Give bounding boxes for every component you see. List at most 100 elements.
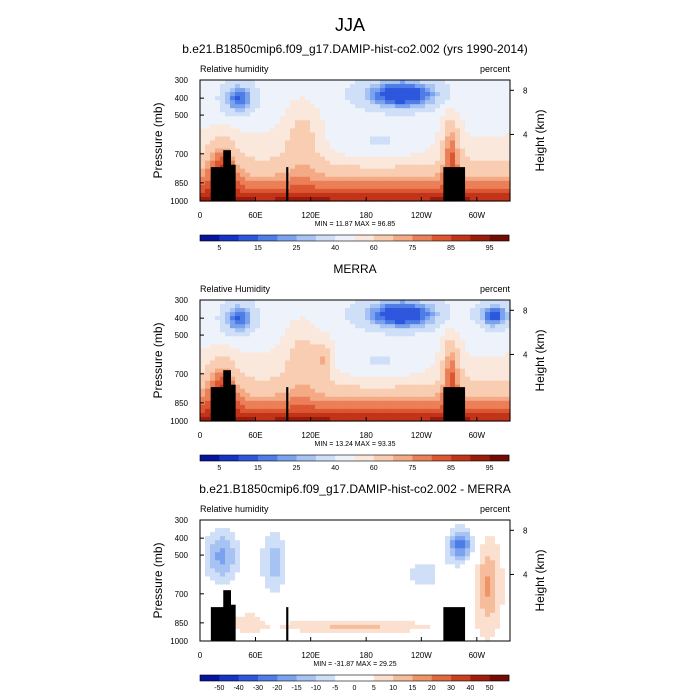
field-cell xyxy=(495,352,501,358)
field-cell xyxy=(235,184,241,190)
field-cell xyxy=(215,528,221,533)
field-cell xyxy=(300,108,306,113)
field-cell xyxy=(495,312,501,317)
field-cell xyxy=(225,572,231,578)
field-cell xyxy=(310,316,316,321)
field-cell xyxy=(355,544,361,549)
field-cell xyxy=(275,400,281,406)
field-cell xyxy=(365,100,371,105)
field-cell xyxy=(365,104,371,109)
field-cell xyxy=(475,148,481,154)
field-cell xyxy=(215,344,221,349)
field-cell xyxy=(420,568,426,574)
field-cell xyxy=(430,132,436,138)
field-cell xyxy=(440,152,446,158)
field-cell xyxy=(220,544,226,549)
field-cell xyxy=(465,348,471,354)
field-cell xyxy=(230,92,236,97)
field-cell xyxy=(480,368,486,374)
field-cell xyxy=(475,372,481,378)
field-cell xyxy=(315,388,321,394)
field-cell xyxy=(205,132,211,138)
field-cell xyxy=(470,300,476,305)
field-cell xyxy=(475,128,481,134)
field-cell xyxy=(370,356,376,362)
field-cell xyxy=(430,136,436,142)
field-cell xyxy=(460,164,466,170)
field-cell xyxy=(210,548,216,553)
field-cell xyxy=(340,376,346,382)
field-cell xyxy=(335,96,341,101)
field-cell xyxy=(235,592,241,598)
field-cell xyxy=(295,540,301,545)
field-cell xyxy=(340,80,346,85)
field-cell xyxy=(355,120,361,125)
field-cell xyxy=(440,416,446,422)
field-cell xyxy=(505,100,511,105)
field-cell xyxy=(500,140,506,146)
field-cell xyxy=(450,100,456,105)
field-cell xyxy=(470,568,476,574)
field-cell xyxy=(375,368,381,374)
field-cell xyxy=(495,368,501,374)
field-cell xyxy=(240,172,246,178)
field-cell xyxy=(260,112,266,117)
field-cell xyxy=(415,300,421,305)
field-cell xyxy=(390,112,396,117)
field-cell xyxy=(420,404,426,410)
field-cell xyxy=(415,580,421,586)
field-cell xyxy=(500,380,506,386)
y-tick-label: 850 xyxy=(175,179,189,188)
field-cell xyxy=(335,320,341,325)
field-cell xyxy=(320,324,326,329)
field-cell xyxy=(385,100,391,105)
field-cell xyxy=(380,172,386,178)
field-cell xyxy=(435,168,441,174)
field-cell xyxy=(380,532,386,537)
field-cell xyxy=(455,532,461,537)
field-cell xyxy=(380,148,386,154)
field-cell xyxy=(200,524,206,529)
field-cell xyxy=(375,360,381,366)
field-cell xyxy=(405,104,411,109)
field-cell xyxy=(490,364,496,370)
field-cell xyxy=(370,524,376,529)
field-cell xyxy=(325,368,331,374)
field-cell xyxy=(470,192,476,198)
field-cell xyxy=(470,548,476,553)
field-cell xyxy=(435,336,441,341)
field-cell xyxy=(375,160,381,166)
field-cell xyxy=(275,404,281,410)
field-cell xyxy=(235,548,241,553)
field-cell xyxy=(425,344,431,349)
field-cell xyxy=(295,300,301,305)
field-cell xyxy=(445,88,451,93)
field-cell xyxy=(365,312,371,317)
field-cell xyxy=(210,584,216,590)
field-cell xyxy=(345,392,351,398)
field-cell xyxy=(420,156,426,162)
field-cell xyxy=(295,580,301,586)
field-cell xyxy=(330,168,336,174)
field-cell xyxy=(255,592,261,598)
field-cell xyxy=(335,184,341,190)
field-cell xyxy=(505,124,511,129)
field-cell xyxy=(310,164,316,170)
field-cell xyxy=(440,124,446,129)
field-cell xyxy=(375,572,381,578)
field-cell xyxy=(310,300,316,305)
field-cell xyxy=(400,408,406,414)
field-cell xyxy=(250,320,256,325)
panel-left-label: Relative Humidity xyxy=(200,284,271,294)
field-cell xyxy=(360,520,366,525)
field-cell xyxy=(310,132,316,138)
colorbar-swatch xyxy=(200,455,220,461)
field-cell xyxy=(465,344,471,349)
field-cell xyxy=(345,328,351,333)
field-cell xyxy=(405,120,411,125)
field-cell xyxy=(215,328,221,333)
x-tick-label: 180 xyxy=(359,431,373,440)
field-cell xyxy=(200,176,206,182)
field-cell xyxy=(400,148,406,154)
field-cell xyxy=(285,384,291,390)
